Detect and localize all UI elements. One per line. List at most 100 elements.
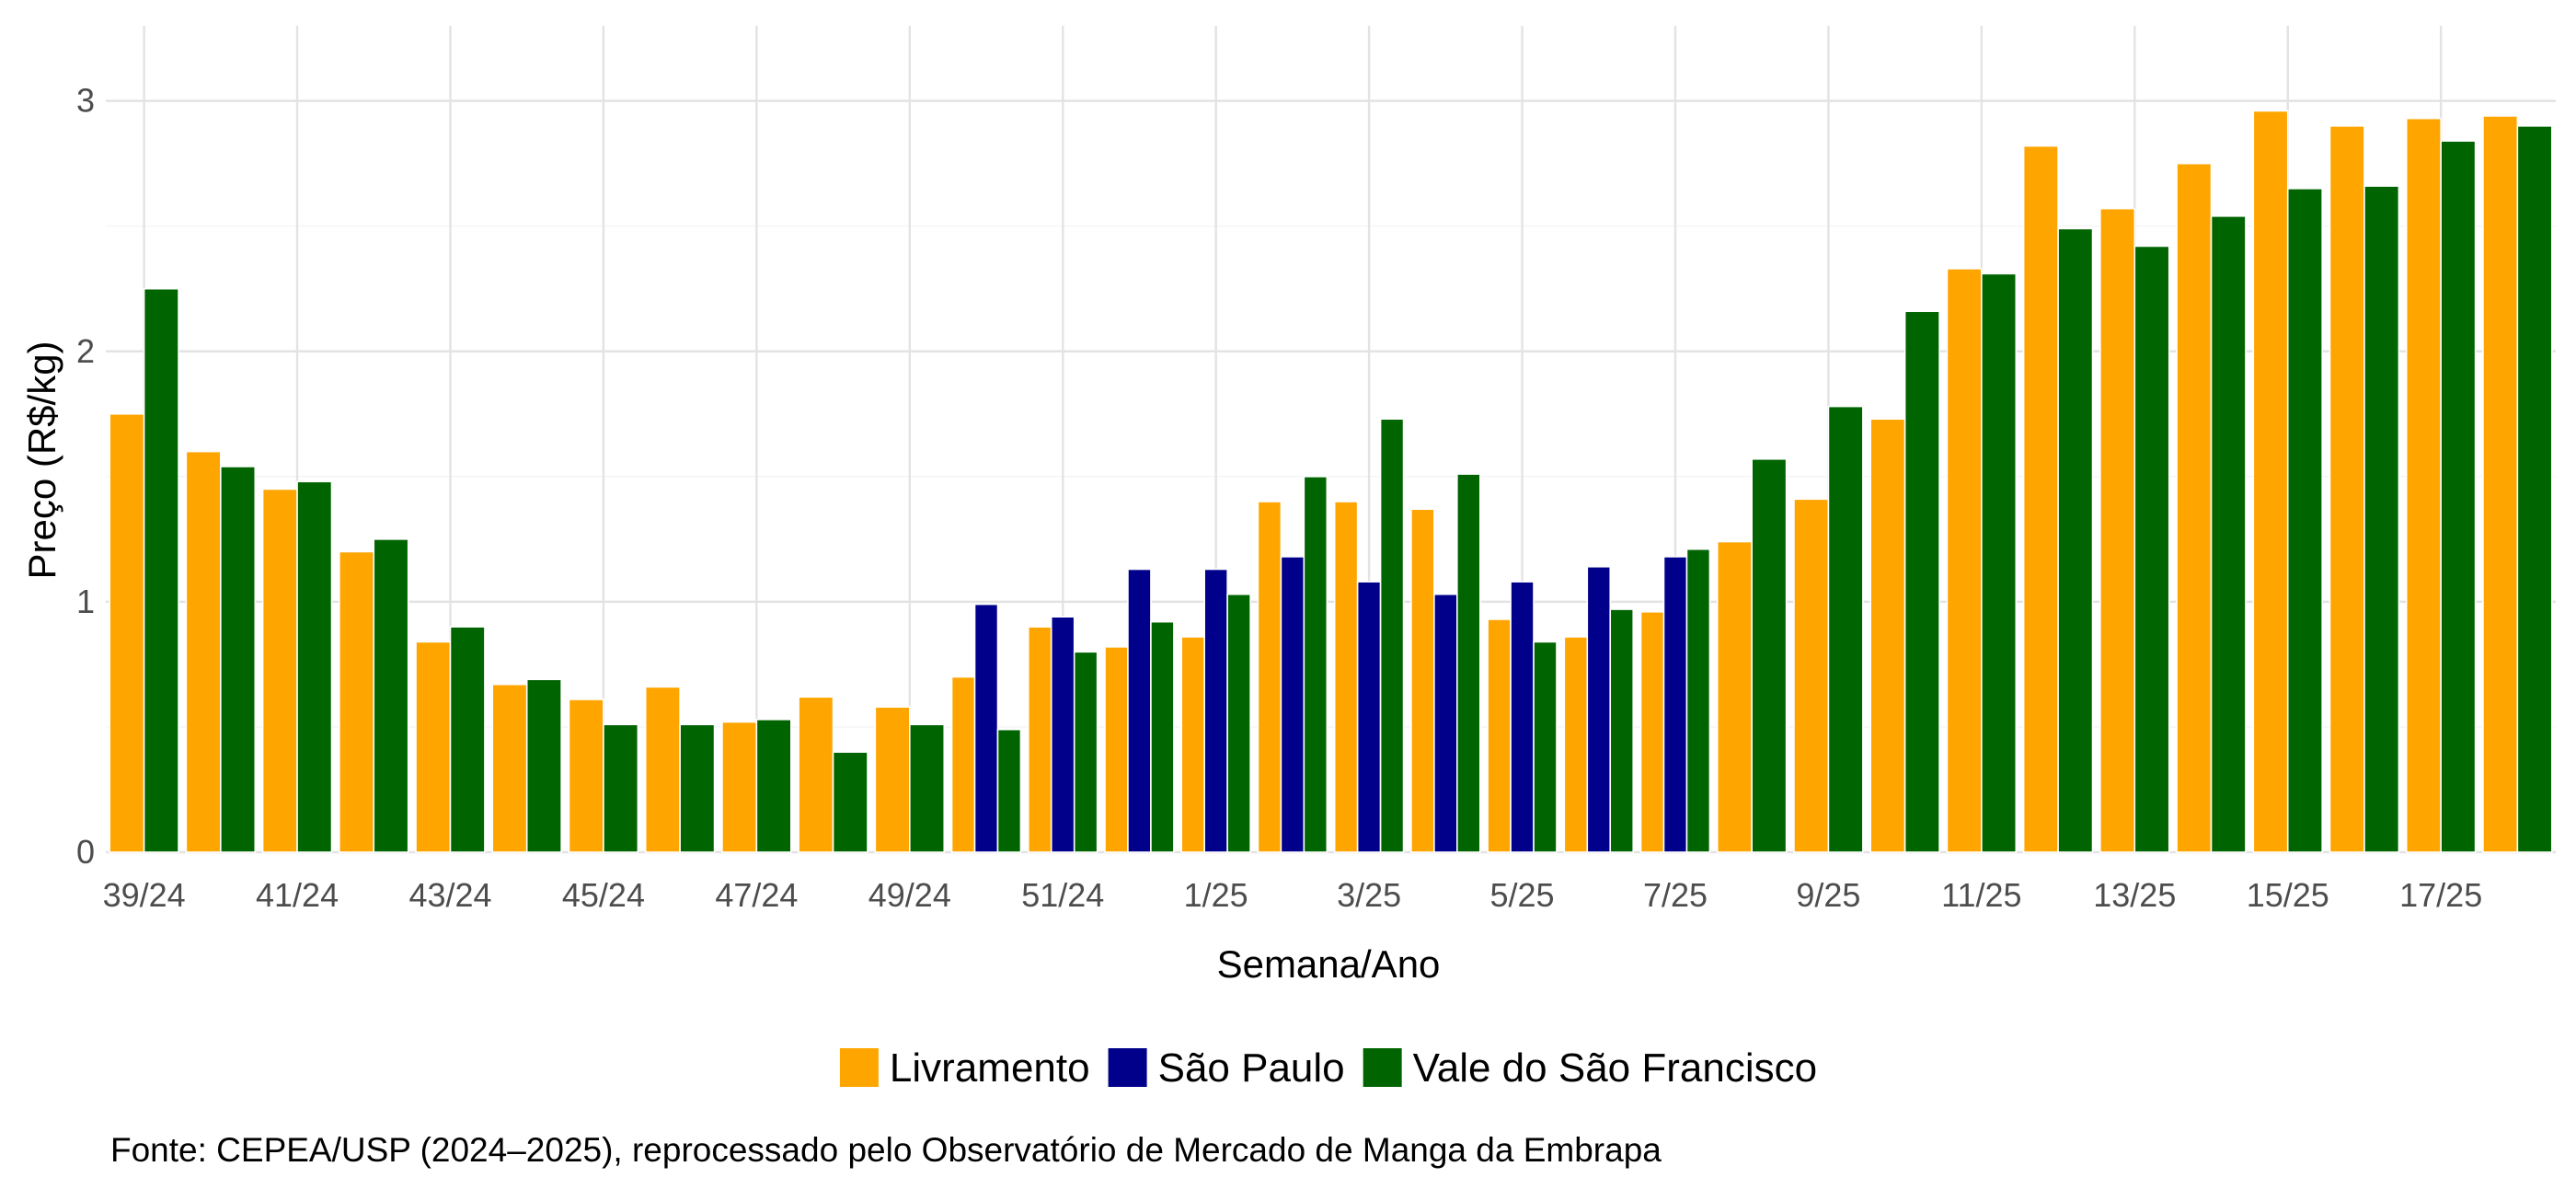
bar-livramento-39-24: [109, 412, 145, 853]
x-tick-label: 47/24: [715, 876, 798, 914]
bar-livramento-8-25: [1716, 540, 1754, 853]
bar-vale-do-s-o-francisco-49-24: [908, 723, 946, 853]
bar-livramento-4-25: [1410, 508, 1435, 853]
bar-vale-do-s-o-francisco-3-25: [1379, 418, 1405, 853]
bar-vale-do-s-o-francisco-2-25: [1303, 476, 1328, 853]
bar-vale-do-s-o-francisco-50-24: [996, 728, 1022, 853]
bar-vale-do-s-o-francisco-44-24: [525, 678, 562, 853]
bar-vale-do-s-o-francisco-43-24: [449, 626, 486, 853]
bar-vale-do-s-o-francisco-45-24: [603, 723, 639, 853]
bar-vale-do-s-o-francisco-47-24: [755, 718, 792, 853]
bar-vale-do-s-o-francisco-16-25: [2363, 185, 2400, 853]
source-caption: Fonte: CEPEA/USP (2024–2025), reprocessa…: [110, 1131, 1662, 1169]
legend-key-vale-do-s-o-francisco: [1363, 1048, 1402, 1087]
legend: Livramento São Paulo Vale do São Francisco: [839, 1045, 1817, 1091]
bar-s-o-paulo-5-25: [1510, 581, 1535, 853]
bar-vale-do-s-o-francisco-17-25: [2440, 140, 2477, 853]
bar-livramento-43-24: [415, 641, 452, 853]
bar-vale-do-s-o-francisco-5-25: [1533, 641, 1558, 853]
bar-livramento-41-24: [261, 488, 298, 853]
bar-livramento-51-24: [1027, 626, 1052, 853]
bar-vale-do-s-o-francisco-7-25: [1685, 548, 1711, 853]
bar-livramento-3-25: [1333, 501, 1359, 853]
bar-livramento-6-25: [1563, 636, 1589, 853]
x-tick-label: 49/24: [868, 876, 951, 914]
y-tick-label: 3: [76, 82, 95, 120]
bar-vale-do-s-o-francisco-40-24: [220, 466, 257, 853]
bar-vale-do-s-o-francisco-9-25: [1827, 405, 1864, 853]
bar-s-o-paulo-52-24: [1127, 568, 1152, 853]
x-tick-label: 43/24: [408, 876, 491, 914]
legend-label-s-o-paulo: São Paulo: [1158, 1045, 1345, 1091]
x-tick-label: 41/24: [256, 876, 339, 914]
x-axis-title: Semana/Ano: [1217, 942, 1441, 986]
bar-vale-do-s-o-francisco-42-24: [373, 538, 409, 853]
bar-livramento-49-24: [874, 706, 911, 853]
y-tick-label: 0: [76, 833, 95, 871]
bar-livramento-50-24: [950, 676, 976, 853]
bar-livramento-52-24: [1104, 646, 1129, 853]
bar-livramento-16-25: [2329, 125, 2365, 853]
x-tick-label: 11/25: [1941, 876, 2021, 914]
legend-key-s-o-paulo: [1108, 1048, 1147, 1087]
bar-vale-do-s-o-francisco-14-25: [2210, 215, 2247, 853]
bar-vale-do-s-o-francisco-8-25: [1751, 457, 1788, 853]
bar-livramento-47-24: [721, 721, 758, 853]
x-tick-label: 9/25: [1796, 876, 1860, 914]
x-axis-tick-labels: 39/24 41/24 43/24 45/24 47/24 49/24 51/24 1/25 3…: [103, 876, 2483, 914]
bar-s-o-paulo-7-25: [1662, 556, 1688, 853]
bar-livramento-13-25: [2099, 207, 2136, 853]
bar-livramento-42-24: [339, 550, 375, 853]
x-tick-label: 3/25: [1337, 876, 1401, 914]
bar-s-o-paulo-1-25: [1203, 568, 1228, 853]
bar-vale-do-s-o-francisco-39-24: [143, 287, 179, 853]
bar-livramento-18-25: [2482, 115, 2519, 853]
bar-livramento-17-25: [2405, 117, 2442, 853]
bar-livramento-5-25: [1487, 618, 1512, 853]
bar-vale-do-s-o-francisco-41-24: [296, 480, 333, 853]
x-tick-label: 5/25: [1490, 876, 1555, 914]
legend-label-livramento: Livramento: [890, 1045, 1090, 1091]
bar-livramento-46-24: [644, 686, 681, 853]
x-tick-label: 7/25: [1643, 876, 1708, 914]
x-tick-label: 45/24: [562, 876, 645, 914]
bar-livramento-48-24: [798, 696, 834, 853]
bar-vale-do-s-o-francisco-11-25: [1981, 272, 2018, 853]
x-tick-label: 17/25: [2399, 876, 2482, 914]
bar-s-o-paulo-2-25: [1280, 556, 1305, 853]
bar-vale-do-s-o-francisco-10-25: [1903, 310, 1940, 853]
bar-livramento-10-25: [1869, 418, 1906, 853]
bar-s-o-paulo-50-24: [973, 603, 999, 853]
bar-vale-do-s-o-francisco-48-24: [832, 751, 868, 853]
bar-vale-do-s-o-francisco-15-25: [2286, 188, 2323, 853]
y-tick-label: 2: [76, 332, 95, 370]
bar-livramento-12-25: [2022, 144, 2059, 853]
y-tick-label: 1: [76, 583, 95, 620]
bar-s-o-paulo-4-25: [1433, 593, 1458, 853]
bar-livramento-1-25: [1180, 636, 1205, 853]
bar-livramento-40-24: [185, 450, 222, 853]
bar-vale-do-s-o-francisco-13-25: [2133, 245, 2170, 853]
x-tick-label: 1/25: [1184, 876, 1248, 914]
bar-livramento-2-25: [1257, 501, 1282, 853]
bar-s-o-paulo-51-24: [1050, 616, 1075, 853]
bar-vale-do-s-o-francisco-18-25: [2516, 125, 2553, 853]
x-tick-label: 13/25: [2093, 876, 2176, 914]
x-tick-label: 39/24: [103, 876, 186, 914]
bar-livramento-7-25: [1639, 610, 1665, 853]
bar-vale-do-s-o-francisco-4-25: [1456, 473, 1481, 853]
x-tick-label: 51/24: [1021, 876, 1104, 914]
bar-s-o-paulo-3-25: [1356, 581, 1382, 853]
bar-vale-do-s-o-francisco-46-24: [679, 723, 716, 853]
bar-vale-do-s-o-francisco-52-24: [1150, 620, 1175, 853]
y-axis-title: Preço (R$/kg): [20, 341, 63, 579]
bar-livramento-15-25: [2252, 110, 2289, 853]
bar-s-o-paulo-6-25: [1586, 565, 1612, 853]
x-tick-label: 15/25: [2247, 876, 2329, 914]
bar-vale-do-s-o-francisco-1-25: [1226, 593, 1251, 853]
bars: [109, 110, 2553, 853]
bar-vale-do-s-o-francisco-51-24: [1073, 651, 1098, 853]
legend-key-livramento: [839, 1048, 879, 1087]
bar-livramento-44-24: [491, 683, 528, 853]
